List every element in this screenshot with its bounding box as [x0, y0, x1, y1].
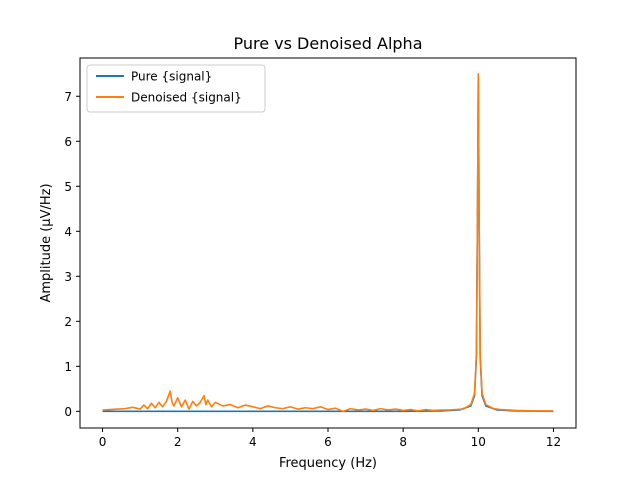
y-tick-label: 0 [64, 405, 72, 419]
y-axis-label: Amplitude (μV/Hz) [39, 183, 54, 302]
series-line-denoised [102, 72, 554, 413]
x-tick-label: 2 [174, 435, 182, 449]
x-tick-label: 6 [324, 435, 332, 449]
x-tick-label: 12 [546, 435, 561, 449]
y-tick-label: 5 [64, 180, 72, 194]
x-tick-label: 8 [399, 435, 407, 449]
x-axis: 0 2 4 6 8 10 12 [99, 428, 561, 449]
x-axis-label: Frequency (Hz) [279, 456, 377, 471]
x-tick-label: 10 [471, 435, 486, 449]
legend: Pure {signal} Denoised {signal} [86, 64, 266, 113]
y-axis: 0 1 2 3 4 5 6 7 [64, 90, 80, 419]
legend-label-pure: Pure {signal} [131, 70, 212, 84]
x-tick-label: 0 [99, 435, 107, 449]
legend-box [86, 64, 266, 113]
y-tick-label: 4 [64, 225, 72, 239]
y-tick-label: 3 [64, 270, 72, 284]
y-tick-label: 2 [64, 315, 72, 329]
chart-title: Pure vs Denoised Alpha [233, 34, 422, 53]
series-layer [102, 72, 554, 413]
y-tick-label: 7 [64, 90, 72, 104]
y-tick-label: 1 [64, 360, 72, 374]
y-tick-label: 6 [64, 135, 72, 149]
x-tick-label: 4 [249, 435, 257, 449]
legend-label-denoised: Denoised {signal} [131, 91, 242, 105]
